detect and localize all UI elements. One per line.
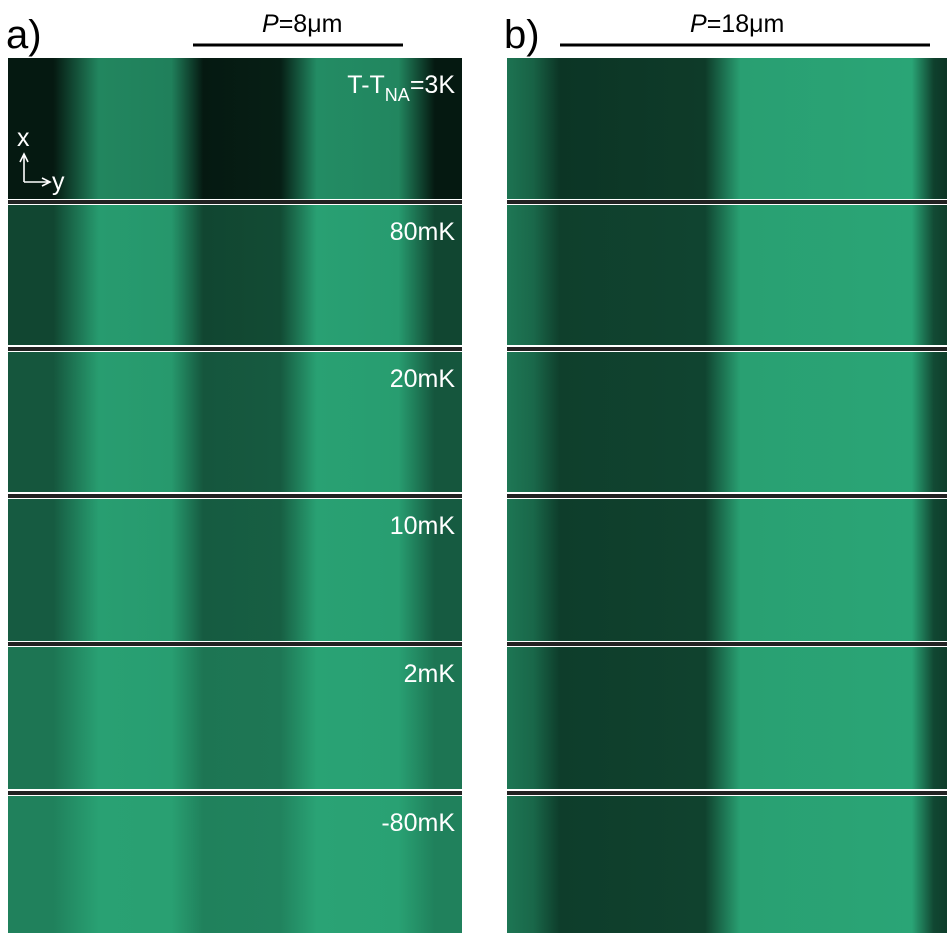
axis-indicator: x y [17,124,65,196]
row-labels: 80mK 20mK 10mK 2mK -80mK [381,218,455,837]
separator [507,494,947,498]
separator [507,347,947,351]
axis-label: x [17,124,30,152]
images [8,58,947,933]
image-row [8,647,462,789]
separator [8,791,462,795]
panel-label: a) [6,13,42,57]
image-row [507,205,947,345]
image-row [8,58,462,199]
axis-label: y [52,168,65,196]
axis-arrows [19,152,52,187]
image-row [507,499,947,641]
image-row [8,352,462,492]
image-row [8,205,462,345]
separator [8,642,462,646]
period-label: P=18μm [690,10,784,38]
separator [507,200,947,204]
image-row [507,58,947,199]
separator [8,494,462,498]
separator [8,200,462,204]
temperature-label: 2mK [404,660,456,688]
temperature-label: 20mK [390,365,456,393]
image-row [507,647,947,789]
period-label: P=8μm [262,10,342,38]
image-row [8,499,462,641]
image-row [507,352,947,492]
separator [507,791,947,795]
separator [8,347,462,351]
temperature-label: 10mK [390,512,456,540]
image-row [507,796,947,933]
temperature-label: -80mK [381,809,455,837]
separator [507,642,947,646]
temperature-label: T-TNA=3K [347,71,455,105]
temperature-label: 80mK [390,218,456,246]
image-row [8,796,462,933]
panel-label: b) [504,13,540,57]
